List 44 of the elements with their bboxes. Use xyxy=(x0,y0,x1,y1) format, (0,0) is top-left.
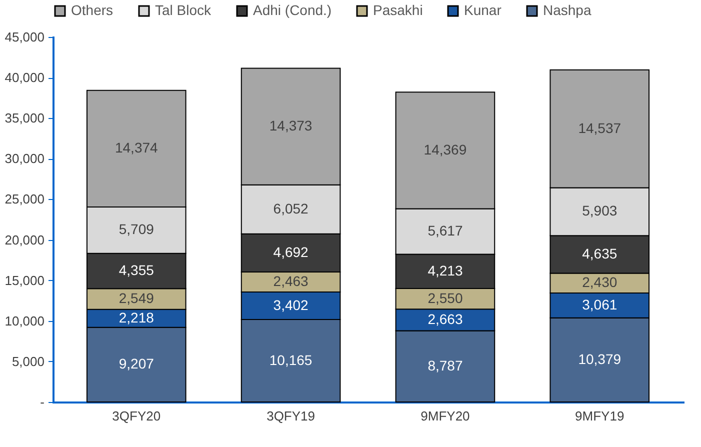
legend-label: Tal Block xyxy=(155,2,212,18)
y-tick-label: - xyxy=(40,394,44,410)
data-label: 5,617 xyxy=(428,222,463,238)
data-label: 4,692 xyxy=(273,244,309,260)
data-label: 2,550 xyxy=(428,290,463,306)
y-tick-label: 35,000 xyxy=(4,110,44,126)
x-tick-label: 3QFY20 xyxy=(112,408,161,424)
data-label: 2,663 xyxy=(428,310,463,327)
data-label: 14,373 xyxy=(269,118,312,134)
x-tick-label: 9MFY20 xyxy=(420,408,470,424)
data-label: 4,635 xyxy=(582,245,618,262)
data-label: 4,213 xyxy=(428,262,463,278)
x-tick-label: 9MFY19 xyxy=(575,408,624,424)
data-label: 10,379 xyxy=(578,350,622,367)
data-label: 2,463 xyxy=(273,272,309,289)
data-label: 14,537 xyxy=(578,120,622,136)
legend-label: Nashpa xyxy=(543,2,592,18)
data-label: 5,903 xyxy=(582,202,618,219)
y-tick-label: 30,000 xyxy=(4,151,44,166)
y-tick-label: 10,000 xyxy=(4,313,44,328)
data-label: 14,369 xyxy=(424,141,467,158)
y-tick-label: 25,000 xyxy=(4,192,44,207)
y-tick-label: 5,000 xyxy=(12,354,44,369)
data-label: 2,430 xyxy=(582,274,618,290)
y-tick-label: 15,000 xyxy=(4,272,44,288)
x-tick-label: 3QFY19 xyxy=(266,408,316,424)
data-label: 3,402 xyxy=(273,296,309,313)
y-tick-label: 20,000 xyxy=(4,232,44,248)
data-label: 2,549 xyxy=(118,290,154,306)
data-label: 10,165 xyxy=(269,352,312,368)
legend-label: Others xyxy=(71,2,114,18)
data-label: 6,052 xyxy=(273,200,309,216)
data-label: 5,709 xyxy=(118,221,154,238)
legend-label: Adhi (Cond.) xyxy=(253,2,332,18)
data-label: 9,207 xyxy=(118,356,154,372)
legend-label: Pasakhi xyxy=(373,2,423,18)
data-label: 2,218 xyxy=(118,309,154,326)
y-tick-label: 45,000 xyxy=(4,30,44,44)
data-label: 8,787 xyxy=(428,357,463,374)
y-tick-label: 40,000 xyxy=(4,70,44,86)
data-label: 4,355 xyxy=(118,262,154,278)
data-label: 3,061 xyxy=(582,296,618,312)
data-label: 14,374 xyxy=(114,140,158,156)
legend-label: Kunar xyxy=(464,2,502,18)
